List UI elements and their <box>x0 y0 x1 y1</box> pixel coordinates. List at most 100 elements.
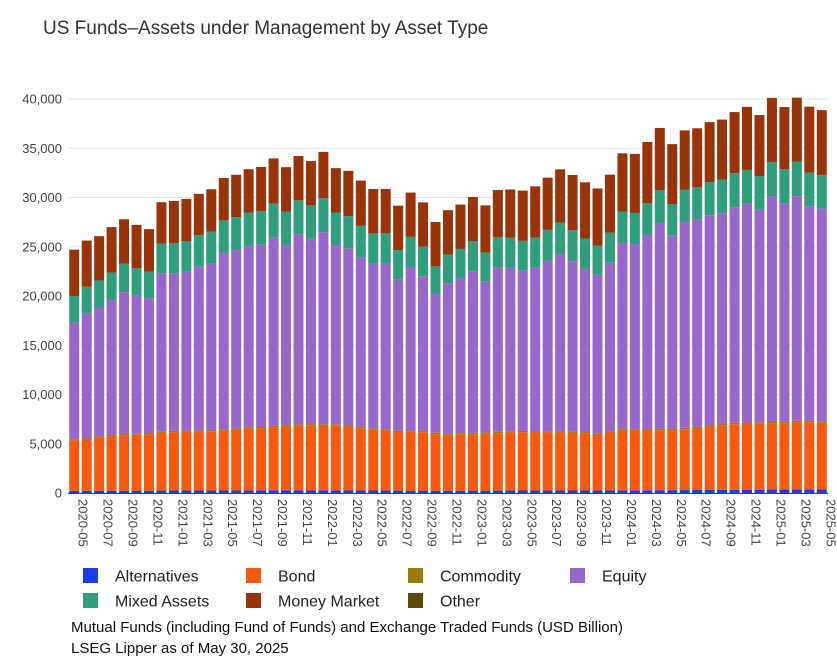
bar-segment-bond <box>231 429 242 491</box>
bar-segment-commodity <box>804 420 815 423</box>
bar-segment-commodity <box>256 427 267 429</box>
bar-segment-equity <box>642 235 653 430</box>
bar-stack-2022-12 <box>455 204 466 493</box>
bar-segment-bond <box>505 432 516 491</box>
x-tick-label: 2021-03 <box>200 499 215 547</box>
bar-segment-mixed-assets <box>355 225 366 258</box>
bar-stack-2025-04 <box>804 106 815 493</box>
bar-segment-bond <box>480 433 491 491</box>
bar-stack-2020-08 <box>106 227 117 493</box>
x-tick-label: 2024-11 <box>749 499 764 546</box>
bar-segment-mixed-assets <box>193 235 204 267</box>
bar-segment-alternatives <box>455 490 466 493</box>
bar-segment-commodity <box>355 426 366 429</box>
bar-segment-alternatives <box>729 489 740 493</box>
bar-segment-commodity <box>405 430 416 432</box>
bar-segment-alternatives <box>355 490 366 493</box>
x-tick-label: 2021-07 <box>250 499 265 547</box>
y-tick-label: 25,000 <box>22 239 62 254</box>
bar-stack-2021-05 <box>218 177 229 493</box>
bar-segment-mixed-assets <box>131 268 142 296</box>
bar-segment-commodity <box>94 436 105 438</box>
bar-segment-alternatives <box>742 489 752 493</box>
bar-segment-commodity <box>555 431 566 433</box>
x-tick-label: 2022-11 <box>450 499 465 546</box>
bar-segment-alternatives <box>804 489 815 493</box>
bar-segment-mixed-assets <box>754 176 765 210</box>
legend-swatch <box>246 568 261 583</box>
bar-segment-equity <box>330 244 341 425</box>
x-tick-label: 2021-09 <box>275 499 290 547</box>
bar-segment-mixed-assets <box>305 205 316 239</box>
bar-stack-2022-03 <box>343 170 354 493</box>
bar-segment-bond <box>604 432 615 491</box>
x-tick-label: 2022-09 <box>425 499 440 547</box>
y-tick-label: 20,000 <box>22 289 62 304</box>
bar-segment-mixed-assets <box>779 169 790 204</box>
bar-segment-money-market <box>779 107 790 170</box>
bar-segment-equity <box>779 203 790 422</box>
bar-segment-commodity <box>580 432 591 434</box>
bar-segment-equity <box>81 313 92 439</box>
bar-stack-2022-11 <box>443 210 453 493</box>
bar-segment-equity <box>318 232 329 425</box>
bar-segment-commodity <box>480 432 491 434</box>
bar-segment-money-market <box>305 161 316 206</box>
bar-segment-mixed-assets <box>791 161 802 197</box>
bar-segment-alternatives <box>380 490 391 493</box>
x-tick-label: 2023-09 <box>574 499 589 547</box>
bar-segment-money-market <box>380 189 391 234</box>
bar-segment-commodity <box>779 421 790 424</box>
bar-segment-commodity <box>119 433 130 436</box>
bar-segment-bond <box>592 434 603 491</box>
bar-stack-2023-01 <box>467 197 478 493</box>
bar-segment-bond <box>69 440 80 491</box>
bar-segment-commodity <box>156 431 167 433</box>
bar-segment-alternatives <box>330 490 341 493</box>
x-tick-label: 2021-11 <box>300 499 315 546</box>
bar-segment-alternatives <box>654 490 665 493</box>
bar-stack-2025-03 <box>791 97 802 493</box>
bar-segment-bond <box>754 423 765 490</box>
bar-segment-alternatives <box>492 490 503 493</box>
bar-stack-2024-10 <box>729 112 740 493</box>
bar-segment-alternatives <box>667 490 678 493</box>
bar-stack-2024-11 <box>742 106 752 493</box>
bar-segment-bond <box>193 431 204 491</box>
chart-title: US Funds–Assets under Management by Asse… <box>43 18 489 39</box>
bar-segment-mixed-assets <box>218 220 229 253</box>
bar-segment-commodity <box>679 427 690 430</box>
bar-segment-money-market <box>617 153 628 212</box>
bar-segment-mixed-assets <box>243 212 254 247</box>
bar-segment-alternatives <box>131 490 142 493</box>
bar-segment-money-market <box>654 127 665 191</box>
bar-segment-alternatives <box>443 490 453 493</box>
bar-segment-equity <box>667 235 678 429</box>
x-tick-label: 2022-01 <box>325 499 340 547</box>
legend-swatch <box>83 593 98 608</box>
bar-segment-mixed-assets <box>281 211 292 245</box>
bar-segment-equity <box>754 209 765 423</box>
bar-stack-2025-05 <box>816 110 827 493</box>
bar-segment-equity <box>480 281 491 433</box>
bar-segment-bond <box>717 425 728 490</box>
bar-segment-money-market <box>144 229 154 272</box>
bar-segment-equity <box>592 274 603 434</box>
bar-segment-alternatives <box>305 490 316 493</box>
bar-segment-equity <box>293 234 304 425</box>
bar-segment-mixed-assets <box>318 198 329 233</box>
bar-segment-bond <box>580 433 591 491</box>
bar-segment-bond <box>380 430 391 491</box>
bar-stack-2020-11 <box>144 229 154 493</box>
bar-segment-equity <box>393 279 404 431</box>
bar-segment-money-market <box>393 205 404 251</box>
bar-segment-commodity <box>729 422 740 425</box>
bar-segment-mixed-assets <box>293 200 304 235</box>
bar-segment-equity <box>168 273 179 431</box>
bar-segment-equity <box>343 248 354 426</box>
bar-segment-money-market <box>206 189 217 232</box>
x-tick-label: 2022-03 <box>350 499 365 547</box>
bar-segment-money-market <box>418 202 429 247</box>
bar-segment-equity <box>305 238 316 425</box>
bar-segment-alternatives <box>542 490 553 493</box>
